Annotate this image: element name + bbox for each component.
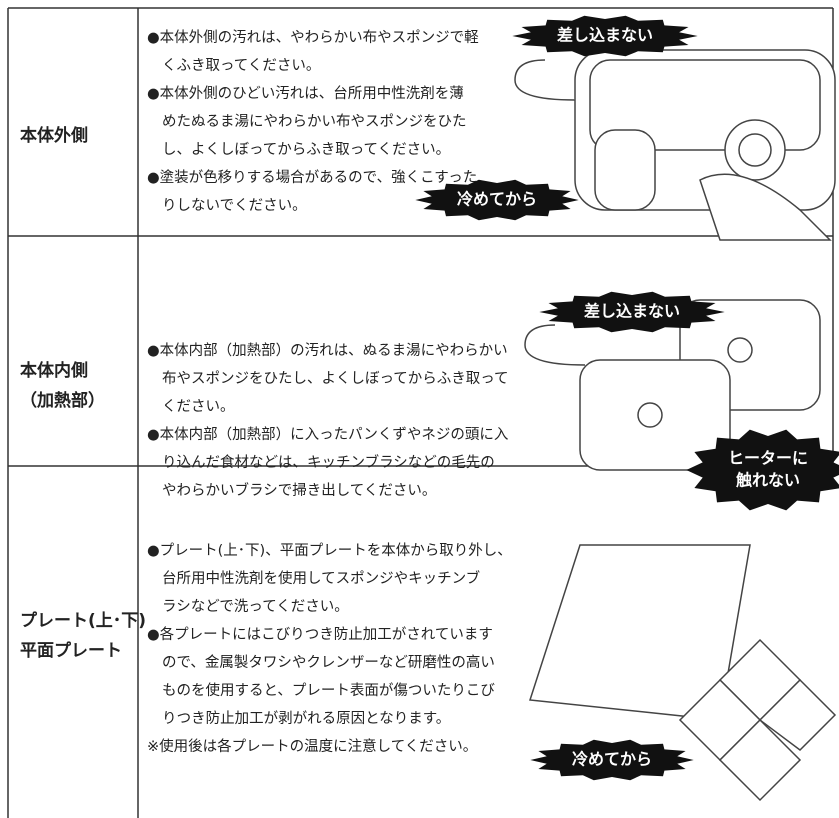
badge-text: 冷めてから <box>457 190 537 209</box>
badge-text: 差し込まない <box>584 302 680 321</box>
item-line: ●塗装が色移りする場合があるので、強くこすった <box>147 168 477 186</box>
illustration-appliance <box>514 39 836 241</box>
item-line: ●プレート(上･下)、平面プレートを本体から取り外し、 <box>147 542 512 559</box>
item-line: し、よくしぼってからふき取ってください。 <box>162 141 450 158</box>
badge-burst <box>539 291 725 333</box>
item-line: り込んだ食材などは、キッチンブラシなどの毛先の <box>162 453 495 471</box>
badge-text: 冷めてから <box>572 750 652 769</box>
item-line: ものを使用すると、プレート表面が傷ついたりこび <box>162 682 495 699</box>
badge-burst <box>530 739 694 781</box>
item-line: ので、金属製タワシやクレンザーなど研磨性の高い <box>162 654 495 671</box>
item-line: りつき防止加工が剥がれる原因となります。 <box>162 710 450 727</box>
item-line: ください。 <box>162 398 235 415</box>
item-line: ●本体外側のひどい汚れは、台所用中性洗剤を薄 <box>147 85 464 102</box>
badge-text: ヒーターに <box>728 449 808 468</box>
row-label: プレート(上･下) <box>20 610 146 631</box>
item-line: ●本体内部（加熱部）に入ったパンくずやネジの頭に入 <box>147 426 508 443</box>
row-label: 本体内側 <box>20 360 88 381</box>
item-line: ●本体外側の汚れは、やわらかい布やスポンジで軽 <box>147 29 479 46</box>
illustration-plates <box>529 544 837 802</box>
item-line: りしないでください。 <box>162 197 307 214</box>
row-label: 本体外側 <box>20 125 88 146</box>
row-label: 平面プレート <box>20 640 122 661</box>
item-line: ※使用後は各プレートの温度に注意してください。 <box>147 737 477 755</box>
badge-text: 触れない <box>735 471 800 490</box>
badge-burst <box>686 429 839 511</box>
row-label: （加熱部） <box>20 390 105 411</box>
item-line: 台所用中性洗剤を使用してスポンジやキッチンブ <box>162 569 480 587</box>
illustration-open-appliance <box>524 299 821 471</box>
item-line: くふき取ってください。 <box>162 57 320 74</box>
badge-burst <box>415 179 579 221</box>
badge-burst <box>512 15 698 57</box>
badge-text: 差し込まない <box>557 26 653 45</box>
item-line: ●本体内部（加熱部）の汚れは、ぬるま湯にやわらかい <box>147 342 508 359</box>
item-line: めたぬるま湯にやわらかい布やスポンジをひた <box>162 113 467 130</box>
item-line: ラシなどで洗ってください。 <box>162 598 349 615</box>
item-line: やわらかいブラシで掃き出してください。 <box>162 481 436 499</box>
item-line: ●各プレートにはこびりつき防止加工がされています <box>147 626 493 643</box>
item-line: 布やスポンジをひたし、よくしぼってからふき取って <box>162 370 509 387</box>
